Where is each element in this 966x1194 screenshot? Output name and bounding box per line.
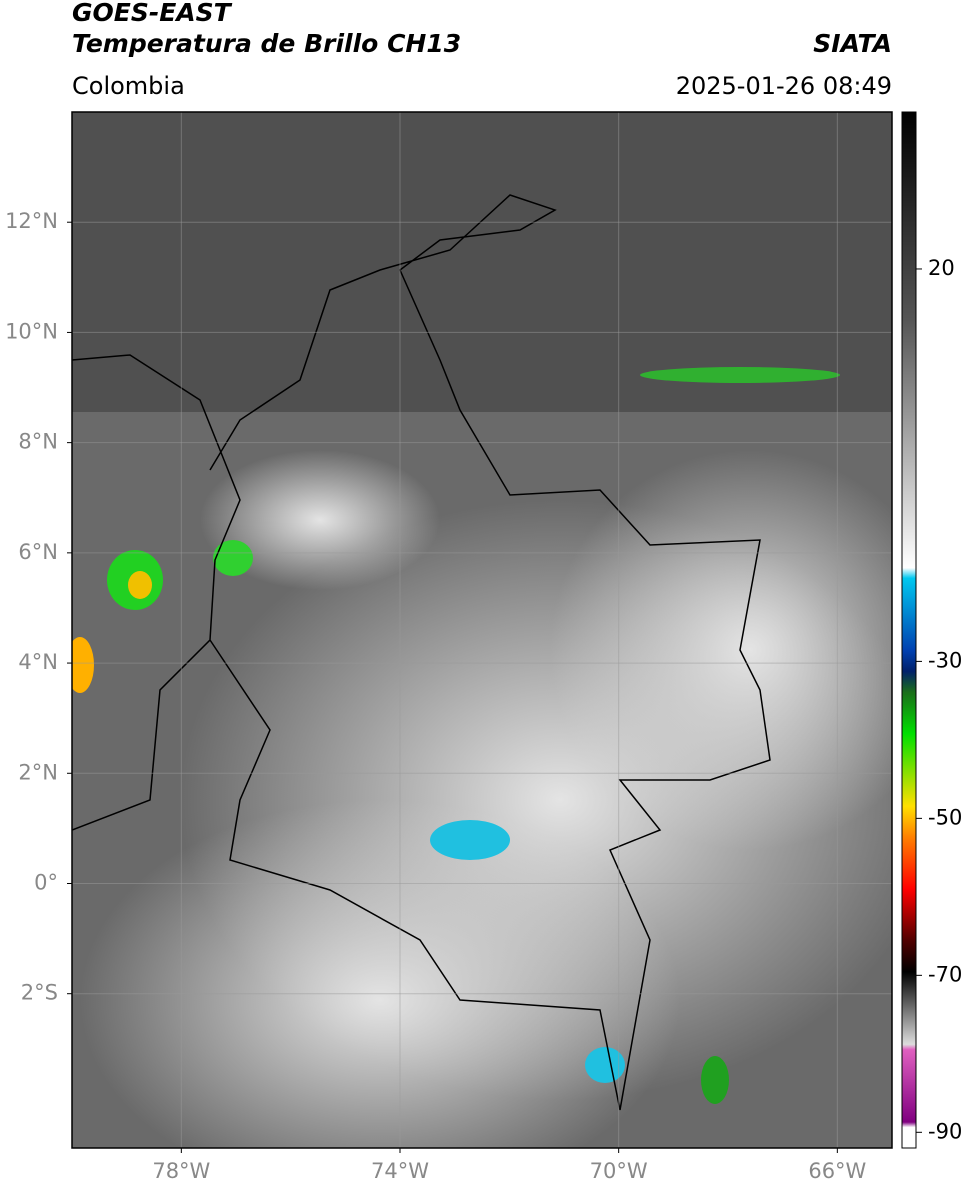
colorbar-label: 20 [928,256,955,280]
lat-label: 2°N [18,760,58,784]
title: GOES-EAST [72,0,233,27]
colorbar-label: -50 [928,805,962,829]
lat-label: 2°S [21,981,58,1005]
colorbar-label: -70 [928,962,962,986]
lat-label: 8°N [18,430,58,454]
subtitle: Temperatura de Brillo CH13 [72,29,461,58]
region: Colombia [72,72,185,100]
lat-label: 10°N [5,319,58,343]
lon-label: 74°W [371,1159,429,1183]
lon-label: 70°W [590,1159,648,1183]
colorbar [901,111,917,1149]
source: SIATA [813,29,892,58]
colorbar-label: -90 [928,1119,962,1143]
lat-label: 12°N [5,209,58,233]
datetime: 2025-01-26 08:49 [676,72,892,100]
colorbar-label: -30 [928,648,962,672]
lat-label: 6°N [18,540,58,564]
lon-label: 78°W [152,1159,210,1183]
lat-label: 4°N [18,650,58,674]
satellite-image [72,112,892,1148]
map-frame [71,111,893,1149]
lat-label: 0° [34,870,58,894]
lon-label: 66°W [808,1159,866,1183]
